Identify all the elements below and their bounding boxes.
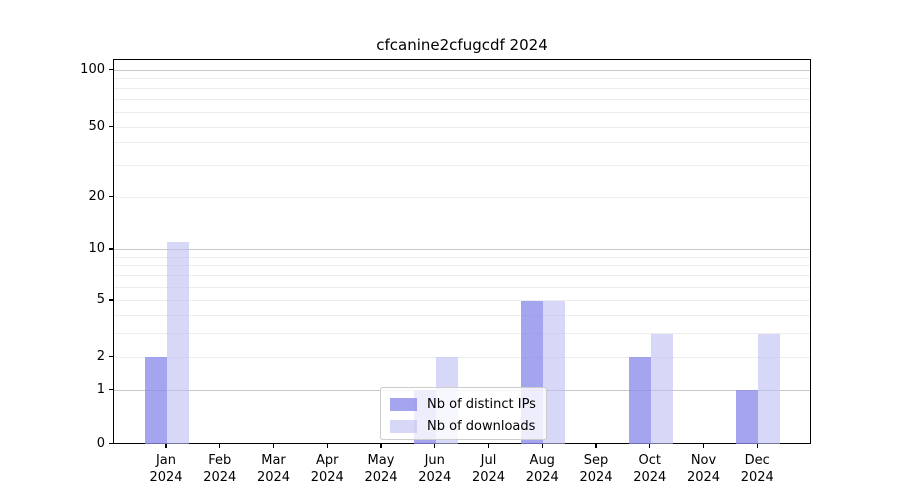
gridline-minor-60 bbox=[114, 111, 810, 113]
bar-downloads-dec bbox=[758, 333, 781, 444]
bar-downloads-aug bbox=[543, 300, 566, 444]
gridline-major-100 bbox=[114, 69, 810, 71]
x-tick-mark-sep bbox=[595, 443, 597, 448]
x-tick-mark-mar bbox=[272, 443, 275, 448]
gridline-minor-2 bbox=[114, 356, 810, 358]
bar-downloads-oct bbox=[650, 333, 673, 444]
gridline-minor-20 bbox=[114, 196, 810, 198]
legend-label-distinct-ips: Nb of distinct IPs bbox=[427, 396, 536, 412]
y-tick-mark-20 bbox=[109, 196, 113, 198]
legend-swatch-distinct-ips-icon bbox=[390, 397, 417, 411]
gridline-minor-9 bbox=[114, 256, 810, 258]
gridline-minor-5 bbox=[114, 300, 810, 301]
y-tick-mark-100 bbox=[109, 68, 113, 71]
y-tick-mark-50 bbox=[109, 126, 113, 128]
x-tick-label-may: May 2024 bbox=[364, 453, 398, 485]
x-tick-mark-may bbox=[380, 443, 382, 448]
chart-title: cfcanine2cfugcdf 2024 bbox=[376, 36, 548, 54]
y-tick-label-10: 10 bbox=[88, 241, 105, 256]
y-tick-label-100: 100 bbox=[80, 61, 105, 77]
x-tick-mark-oct bbox=[649, 443, 651, 448]
bar-distinct-ips-oct bbox=[628, 357, 651, 444]
bar-distinct-ips-dec bbox=[736, 390, 759, 444]
x-tick-label-nov: Nov 2024 bbox=[686, 453, 721, 485]
x-tick-mark-jul bbox=[487, 443, 490, 448]
x-tick-mark-apr bbox=[326, 443, 328, 448]
gridline-minor-6 bbox=[114, 286, 810, 288]
x-tick-label-apr: Apr 2024 bbox=[310, 453, 344, 485]
legend: Nb of distinct IPs Nb of downloads bbox=[380, 387, 547, 440]
gridline-minor-8 bbox=[114, 265, 810, 267]
y-tick-label-20: 20 bbox=[88, 188, 105, 204]
y-tick-mark-2 bbox=[109, 356, 113, 358]
x-tick-label-jan: Jan 2024 bbox=[149, 453, 183, 485]
bar-downloads-jan bbox=[167, 242, 189, 444]
gridline-minor-7 bbox=[114, 275, 810, 277]
gridline-minor-4 bbox=[114, 315, 810, 316]
grid-minor-layer bbox=[114, 60, 810, 443]
gridline-minor-50 bbox=[114, 126, 810, 128]
legend-swatch-downloads-icon bbox=[390, 419, 417, 433]
y-tick-label-0: 0 bbox=[96, 435, 105, 451]
y-tick-label-2: 2 bbox=[96, 348, 105, 364]
x-tick-mark-nov bbox=[702, 443, 705, 448]
y-tick-mark-1 bbox=[109, 388, 113, 391]
x-tick-label-sep: Sep 2024 bbox=[579, 453, 613, 485]
y-tick-label-50: 50 bbox=[88, 118, 105, 134]
bars-layer bbox=[114, 60, 810, 444]
x-tick-mark-feb bbox=[219, 443, 221, 448]
x-tick-mark-aug bbox=[541, 443, 543, 448]
x-tick-label-dec: Dec 2024 bbox=[740, 453, 774, 485]
legend-label-downloads: Nb of downloads bbox=[427, 418, 536, 434]
gridline-major-10 bbox=[114, 249, 810, 250]
gridline-minor-30 bbox=[114, 165, 810, 166]
legend-item-distinct-ips: Nb of distinct IPs bbox=[381, 393, 546, 415]
y-tick-label-5: 5 bbox=[96, 292, 105, 307]
gridline-minor-90 bbox=[114, 78, 810, 80]
x-tick-mark-dec bbox=[756, 443, 758, 448]
x-tick-label-jun: Jun 2024 bbox=[418, 453, 452, 485]
legend-item-downloads: Nb of downloads bbox=[381, 415, 546, 437]
bar-distinct-ips-jan bbox=[145, 357, 167, 444]
x-tick-label-jul: Jul 2024 bbox=[471, 453, 506, 485]
x-tick-mark-jan bbox=[165, 443, 167, 448]
gridline-minor-70 bbox=[114, 98, 810, 100]
x-tick-mark-jun bbox=[434, 443, 436, 448]
gridline-minor-80 bbox=[114, 87, 810, 89]
x-tick-label-aug: Aug 2024 bbox=[525, 453, 559, 485]
y-tick-label-1: 1 bbox=[96, 381, 105, 397]
x-tick-label-oct: Oct 2024 bbox=[633, 453, 667, 485]
x-tick-label-feb: Feb 2024 bbox=[203, 453, 237, 485]
y-tick-mark-0 bbox=[109, 442, 113, 445]
gridline-minor-3 bbox=[114, 333, 810, 334]
x-tick-label-mar: Mar 2024 bbox=[256, 453, 291, 485]
y-tick-mark-10 bbox=[109, 248, 113, 250]
gridline-minor-40 bbox=[114, 141, 810, 143]
y-tick-mark-5 bbox=[109, 299, 113, 301]
